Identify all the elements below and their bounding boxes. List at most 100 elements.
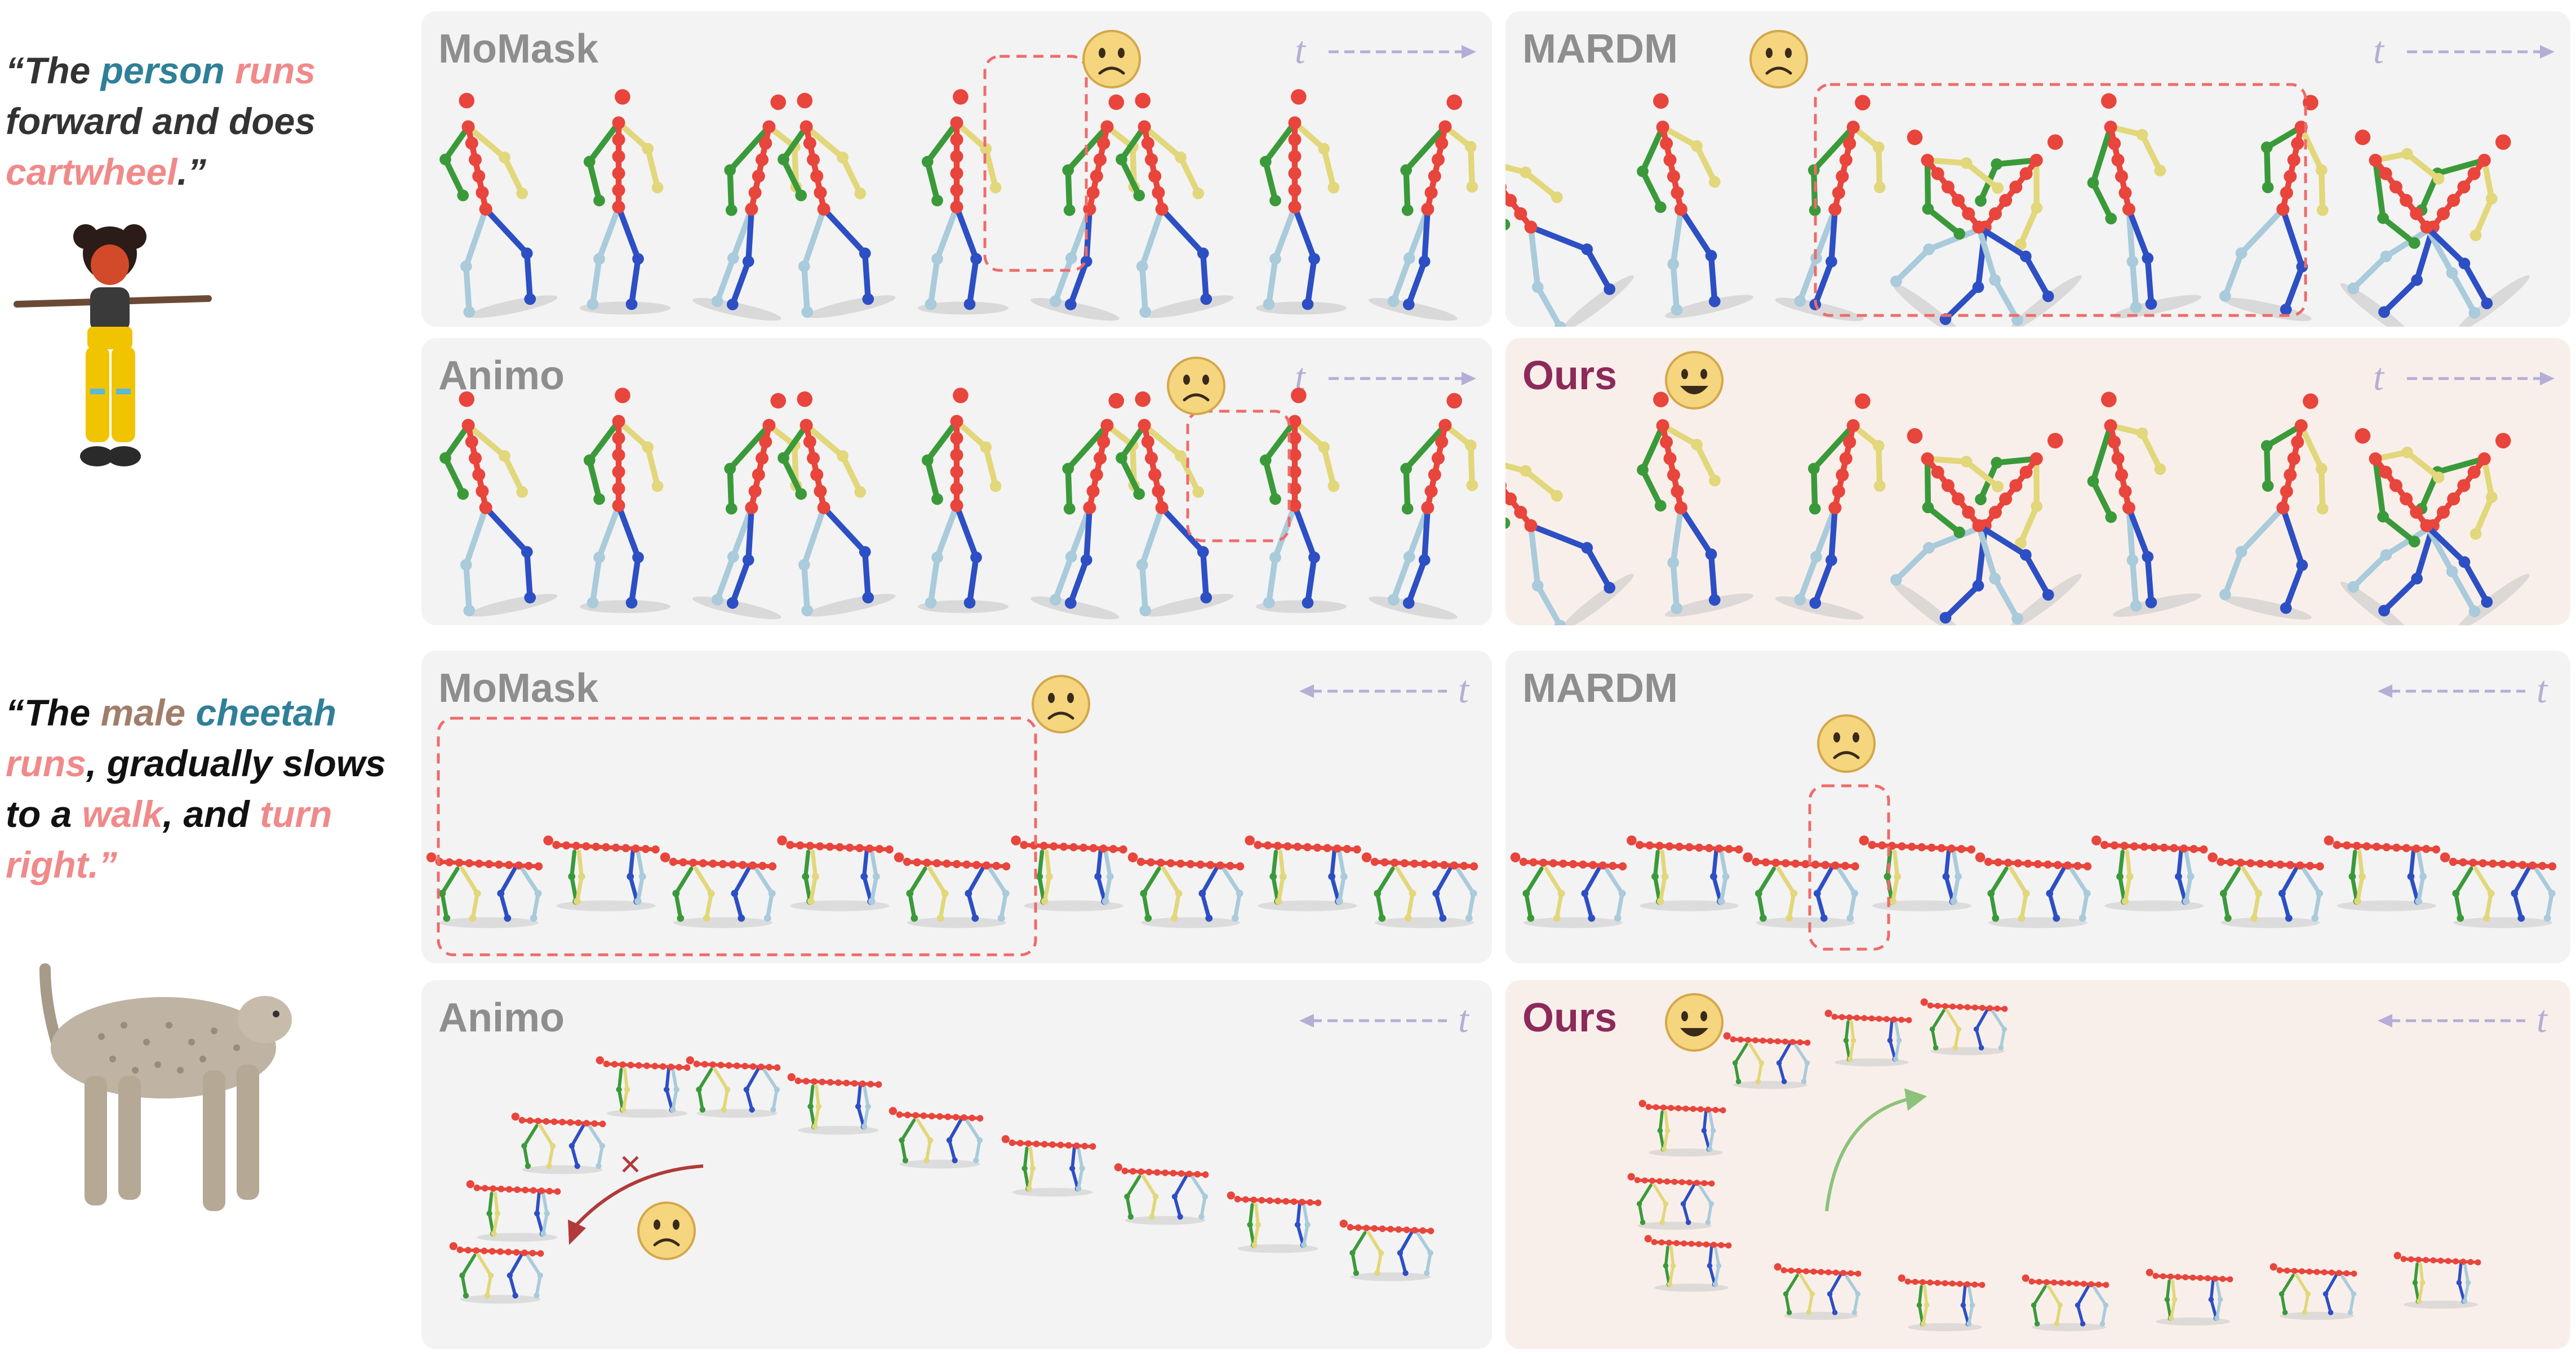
- quadruped-skeleton: [1859, 835, 1975, 911]
- quadruped-skeleton: [1627, 1173, 1715, 1230]
- quadruped-skeleton: [2440, 852, 2557, 928]
- human-skeleton: [2340, 134, 2511, 327]
- quadruped-skeleton: [1001, 1135, 1096, 1197]
- failure-highlight-box: [437, 717, 1037, 956]
- quadruped-skeleton: [1638, 1100, 1726, 1157]
- quadruped-skeleton: [2269, 1263, 2357, 1320]
- sad-face-icon: [1032, 675, 1090, 733]
- human-character-image: [14, 224, 212, 466]
- prompt-word: turn right: [6, 793, 332, 886]
- motion-sequence: ✕: [449, 1056, 1434, 1304]
- method-title: Animo: [438, 995, 565, 1040]
- human-skeleton: [1031, 393, 1140, 620]
- human-skeleton: [2219, 393, 2329, 620]
- human-skeleton: [439, 391, 558, 617]
- time-label: t: [1295, 355, 1307, 398]
- human-skeleton: [1369, 393, 1478, 620]
- motion-sequence: [439, 55, 1478, 321]
- human-skeleton: [1116, 391, 1234, 617]
- prompt-word: .”: [88, 844, 117, 886]
- panel-r2-momask: MoMask t: [421, 651, 1492, 963]
- failure-highlight-box: [1808, 784, 1890, 951]
- human-skeleton: [1116, 92, 1234, 318]
- motion-sequence: [1510, 784, 2557, 951]
- method-title: MoMask: [438, 666, 599, 711]
- motion-sequence: [1505, 391, 2530, 625]
- cheetah-character-image: [39, 963, 292, 1211]
- human-skeleton: [2355, 428, 2530, 625]
- prompt-word: , and: [162, 793, 260, 835]
- time-label: t: [1295, 29, 1307, 72]
- quadruped-skeleton: [894, 852, 1011, 928]
- quadruped-skeleton: [1627, 835, 1743, 911]
- sad-face-icon: [637, 1202, 696, 1260]
- motion-sequence: [1627, 998, 2481, 1332]
- human-skeleton: [1637, 93, 1754, 318]
- prompt-word: , gradually slows to a: [6, 742, 386, 835]
- time-label: t: [1458, 998, 1470, 1040]
- human-skeleton: [580, 388, 670, 613]
- quadruped-skeleton: [1774, 1263, 1862, 1320]
- prompt-word: walk: [82, 793, 163, 835]
- human-skeleton: [918, 388, 1009, 613]
- human-skeleton: [918, 89, 1009, 315]
- method-title: MARDM: [1522, 26, 1678, 72]
- method-title: Ours: [1522, 995, 1618, 1040]
- quadruped-skeleton: [1114, 1163, 1209, 1225]
- time-label: t: [2537, 998, 2548, 1040]
- panel-r1-ours: Ours t: [1505, 338, 2570, 625]
- prompt-word: person: [100, 50, 225, 91]
- quadruped-skeleton: [1339, 1220, 1434, 1282]
- time-label: t: [2373, 29, 2385, 72]
- quadruped-skeleton: [2324, 835, 2440, 911]
- quadruped-skeleton: [1644, 1235, 1732, 1292]
- motion-sequence: [1505, 83, 2530, 327]
- quadruped-skeleton: [466, 1180, 561, 1242]
- quadruped-skeleton: [1920, 998, 2008, 1056]
- time-direction-arrow: t: [2378, 668, 2548, 711]
- quadruped-skeleton: [787, 1073, 882, 1135]
- quadruped-skeleton: [426, 852, 543, 928]
- quadruped-skeleton: [1127, 852, 1245, 928]
- quadruped-skeleton: [1898, 1274, 1986, 1332]
- human-skeleton: [1505, 157, 1634, 327]
- quadruped-skeleton: [1824, 1009, 1912, 1067]
- panel-r2-ours: Ours t: [1505, 980, 2570, 1349]
- human-skeleton: [1907, 130, 2082, 327]
- panel-r1-animo: Animo t: [421, 338, 1492, 625]
- method-title: Animo: [438, 353, 565, 398]
- time-direction-arrow: t: [1295, 29, 1476, 72]
- time-label: t: [2537, 668, 2548, 711]
- prompt-word: .”: [177, 151, 206, 193]
- quadruped-skeleton: [543, 835, 660, 911]
- quadruped-skeleton: [1227, 1191, 1322, 1253]
- time-direction-arrow: t: [1295, 355, 1476, 398]
- human-skeleton: [1775, 393, 1886, 620]
- prompt-word: “The: [6, 50, 101, 91]
- panel-r2-animo: Animo t ✕: [421, 980, 1492, 1349]
- quadruped-skeleton: [686, 1056, 781, 1118]
- quadruped-skeleton: [777, 835, 894, 911]
- prompt-word: cheetah: [196, 692, 336, 733]
- motion-sequence: [439, 388, 1478, 620]
- quadruped-skeleton: [1245, 835, 1361, 911]
- quadruped-skeleton: [1975, 852, 2092, 928]
- prompt-word: runs: [6, 742, 87, 784]
- motion-sequence: [426, 717, 1478, 956]
- quadruped-skeleton: [449, 1242, 544, 1304]
- human-skeleton: [1369, 94, 1478, 321]
- prompt-word: “The: [6, 692, 101, 733]
- human-skeleton: [1637, 391, 1754, 617]
- quadruped-skeleton: [889, 1107, 984, 1169]
- time-label: t: [2373, 355, 2385, 398]
- sad-face-icon: [1082, 30, 1141, 88]
- human-skeleton: [1907, 428, 2082, 625]
- prompt-word: male: [100, 692, 186, 733]
- time-direction-arrow: t: [2373, 355, 2555, 398]
- human-skeleton: [2087, 93, 2202, 318]
- sad-face-icon: [1749, 30, 1808, 88]
- human-skeleton: [1505, 456, 1634, 625]
- human-skeleton: [1256, 388, 1347, 613]
- wrong-direction-arrow: [572, 1164, 704, 1230]
- prompt-text-cheetah: “The male cheetah runs, gradually slows …: [6, 687, 411, 890]
